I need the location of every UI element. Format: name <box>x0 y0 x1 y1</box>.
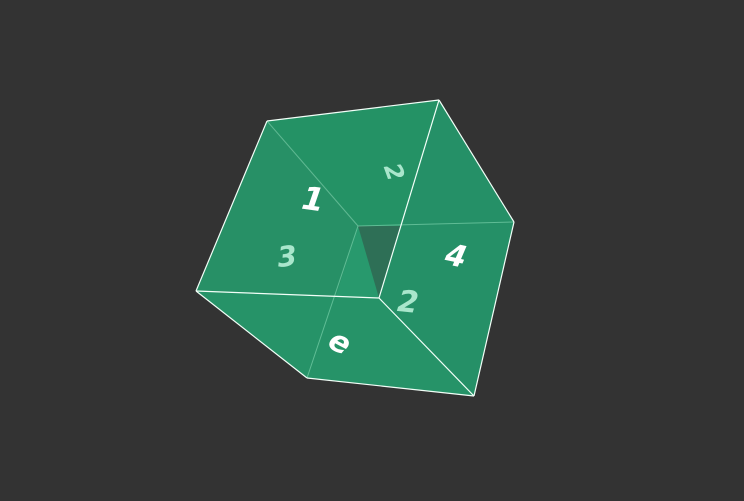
edge <box>195 120 268 292</box>
cube-faces <box>196 100 514 396</box>
visible-edges <box>195 99 515 397</box>
hidden-edge <box>306 225 359 379</box>
label-front-top-left: 1 <box>299 179 326 220</box>
edge <box>266 99 440 122</box>
edge <box>306 377 475 397</box>
label-back-left: 3 <box>276 239 299 274</box>
face-left <box>196 121 379 298</box>
label-back-right: 2 <box>396 284 420 321</box>
face-top <box>267 100 439 226</box>
face-bottom <box>196 291 474 396</box>
edge <box>195 290 380 299</box>
hidden-edge <box>266 120 359 227</box>
face-labels: 1 2 3 4 2 e <box>276 159 470 363</box>
edge <box>473 221 515 397</box>
edge <box>378 99 440 299</box>
face-right <box>379 100 514 396</box>
hidden-edge <box>357 221 515 227</box>
face-inner <box>336 226 401 298</box>
edge <box>438 99 515 223</box>
edge <box>195 290 308 379</box>
edge <box>378 297 475 397</box>
hidden-edges <box>266 120 515 379</box>
